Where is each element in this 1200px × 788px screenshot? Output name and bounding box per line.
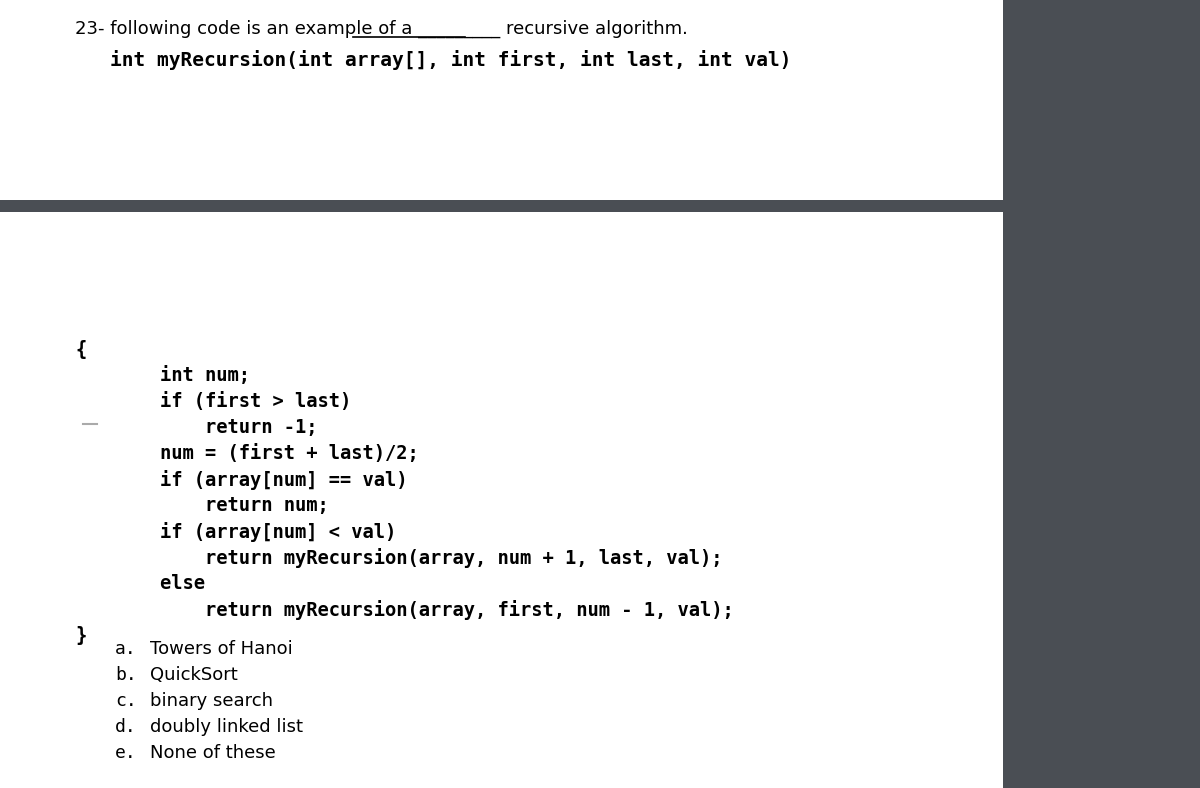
Bar bbox=[1003, 0, 1200, 788]
Bar bbox=[0, 0, 1003, 200]
Text: return -1;: return -1; bbox=[115, 418, 318, 437]
Text: Towers of Hanoi: Towers of Hanoi bbox=[150, 640, 293, 658]
Text: QuickSort: QuickSort bbox=[150, 666, 238, 684]
Bar bbox=[0, 200, 1003, 212]
Text: binary search: binary search bbox=[150, 692, 274, 710]
Text: e.: e. bbox=[115, 744, 137, 762]
Text: if (first > last): if (first > last) bbox=[115, 392, 352, 411]
Text: 23- following code is an example of a _________ recursive algorithm.: 23- following code is an example of a __… bbox=[74, 20, 688, 39]
Text: if (array[num] < val): if (array[num] < val) bbox=[115, 522, 396, 542]
Text: None of these: None of these bbox=[150, 744, 276, 762]
Text: }: } bbox=[74, 626, 86, 645]
Text: else: else bbox=[115, 574, 205, 593]
Text: if (array[num] == val): if (array[num] == val) bbox=[115, 470, 408, 490]
Text: d.: d. bbox=[115, 718, 137, 736]
Text: doubly linked list: doubly linked list bbox=[150, 718, 302, 736]
Text: b.: b. bbox=[115, 666, 137, 684]
Text: c.: c. bbox=[115, 692, 137, 710]
Text: int myRecursion(int array[], int first, int last, int val): int myRecursion(int array[], int first, … bbox=[110, 50, 792, 70]
Text: return myRecursion(array, num + 1, last, val);: return myRecursion(array, num + 1, last,… bbox=[115, 548, 722, 568]
Text: int num;: int num; bbox=[115, 366, 250, 385]
Text: a.: a. bbox=[115, 640, 137, 658]
Text: return num;: return num; bbox=[115, 496, 329, 515]
Text: return myRecursion(array, first, num - 1, val);: return myRecursion(array, first, num - 1… bbox=[115, 600, 733, 620]
Text: {: { bbox=[74, 340, 86, 359]
Text: num = (first + last)/2;: num = (first + last)/2; bbox=[115, 444, 419, 463]
Bar bbox=[0, 212, 1003, 788]
